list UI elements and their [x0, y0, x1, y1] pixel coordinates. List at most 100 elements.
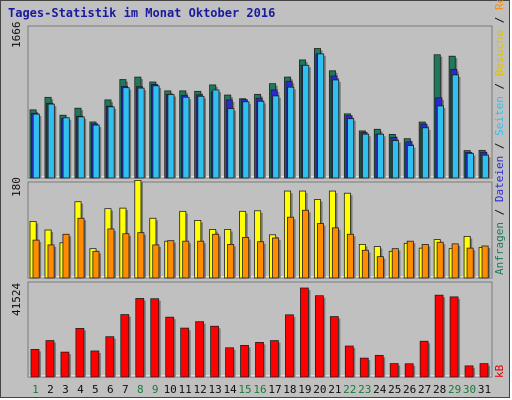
bar-rechner-22: [346, 233, 354, 279]
bar-rechner-13: [212, 233, 220, 279]
bar-kb-10: [165, 316, 175, 378]
x-tick-label: 9: [152, 383, 159, 396]
bar-seiten-16: [257, 100, 265, 179]
bar-seiten-31: [481, 154, 489, 179]
bar-kb-3: [60, 351, 70, 378]
bar-seiten-21: [332, 79, 340, 179]
x-tick-label: 29: [448, 383, 461, 396]
bar-kb-11: [180, 327, 190, 378]
right-legend-lower: kB: [493, 364, 506, 378]
bar-kb-27: [419, 340, 429, 378]
bar-seiten-19: [302, 64, 310, 179]
x-tick-label: 28: [433, 383, 446, 396]
bar-kb-21: [329, 316, 339, 378]
bar-seiten-4: [77, 116, 85, 179]
bar-kb-13: [210, 325, 219, 378]
bar-seiten-27: [421, 127, 429, 179]
bar-rechner-15: [242, 237, 250, 279]
x-tick-label: 3: [62, 383, 69, 396]
bar-seiten-22: [347, 118, 355, 179]
bar-seiten-14: [227, 108, 235, 179]
right-legend-upper: Anfragen / Dateien / Seiten / Besuche / …: [493, 0, 506, 275]
bar-rechner-25: [391, 248, 399, 279]
bar-kb-7: [120, 314, 130, 378]
bar-rechner-31: [481, 245, 489, 279]
top-ymax-label: 1666: [10, 22, 23, 49]
bar-kb-6: [105, 336, 115, 378]
x-tick-label: 2: [47, 383, 54, 396]
bar-kb-22: [344, 345, 354, 378]
bar-rechner-26: [406, 240, 414, 279]
x-tick-label: 22: [343, 383, 356, 396]
bar-seiten-8: [137, 87, 145, 179]
x-tick-label: 18: [283, 383, 296, 396]
x-tick-label: 16: [253, 383, 266, 396]
bar-kb-26: [404, 363, 414, 378]
bar-kb-31: [479, 363, 489, 378]
x-tick-label: 12: [194, 383, 207, 396]
bar-rechner-20: [316, 223, 324, 279]
bar-rechner-5: [92, 250, 100, 279]
legend-part: Anfragen: [493, 222, 506, 275]
x-tick-label: 11: [179, 383, 192, 396]
bar-kb-9: [150, 298, 160, 378]
legend-part: /: [493, 202, 506, 222]
bar-rechner-3: [62, 233, 70, 279]
x-tick-label: 13: [208, 383, 221, 396]
bar-rechner-7: [122, 233, 130, 279]
x-tick-label: 23: [358, 383, 371, 396]
bar-kb-19: [300, 287, 309, 378]
x-tick-label: 8: [137, 383, 144, 396]
bar-seiten-17: [272, 95, 280, 179]
bar-seiten-28: [436, 105, 444, 179]
x-tick-label: 7: [122, 383, 129, 396]
bar-rechner-19: [302, 209, 309, 279]
bar-seiten-6: [107, 106, 115, 179]
bar-seiten-11: [182, 96, 190, 179]
legend-part: Dateien: [493, 156, 506, 202]
bar-rechner-12: [197, 240, 205, 279]
bar-rechner-18: [287, 216, 295, 279]
bar-seiten-1: [32, 113, 40, 179]
bar-seiten-3: [62, 117, 70, 179]
bar-rechner-10: [167, 240, 175, 279]
bar-seiten-13: [212, 89, 220, 179]
bar-kb-23: [359, 357, 369, 378]
bar-rechner-28: [436, 241, 444, 279]
legend-part: Besuche: [493, 30, 506, 76]
legend-part: /: [493, 10, 506, 30]
x-tick-label: 31: [478, 383, 491, 396]
bar-rechner-30: [466, 247, 474, 279]
bar-seiten-24: [377, 133, 385, 179]
bar-seiten-12: [197, 95, 205, 179]
bottom-ymax-label: 41524: [10, 283, 23, 316]
legend-part: Seiten: [493, 96, 506, 136]
legend-part: Rechner: [493, 0, 506, 10]
x-tick-label: 14: [223, 383, 237, 396]
bar-kb-20: [314, 295, 324, 378]
x-tick-label: 15: [238, 383, 251, 396]
bar-kb-29: [449, 296, 459, 378]
x-tick-label: 24: [373, 383, 387, 396]
middle-ymax-label: 180: [10, 177, 23, 197]
bar-kb-24: [374, 354, 384, 378]
x-tick-label: 19: [298, 383, 311, 396]
bar-seiten-7: [122, 87, 130, 179]
bar-rechner-4: [77, 217, 85, 279]
bar-seiten-30: [466, 152, 474, 179]
x-tick-label: 25: [388, 383, 401, 396]
bar-rechner-2: [47, 244, 55, 279]
bar-seiten-9: [152, 85, 160, 179]
bar-kb-2: [45, 340, 55, 378]
bar-kb-14: [225, 347, 234, 378]
bar-kb-30: [464, 365, 474, 378]
bar-rechner-6: [107, 228, 115, 279]
bar-seiten-20: [317, 53, 325, 179]
legend-part: /: [493, 136, 506, 156]
x-tick-label: 4: [77, 383, 84, 396]
bar-rechner-1: [32, 239, 40, 279]
bar-seiten-15: [242, 101, 250, 179]
chart-title: Tages-Statistik im Monat Oktober 2016: [8, 6, 276, 20]
bar-rechner-16: [257, 241, 265, 279]
